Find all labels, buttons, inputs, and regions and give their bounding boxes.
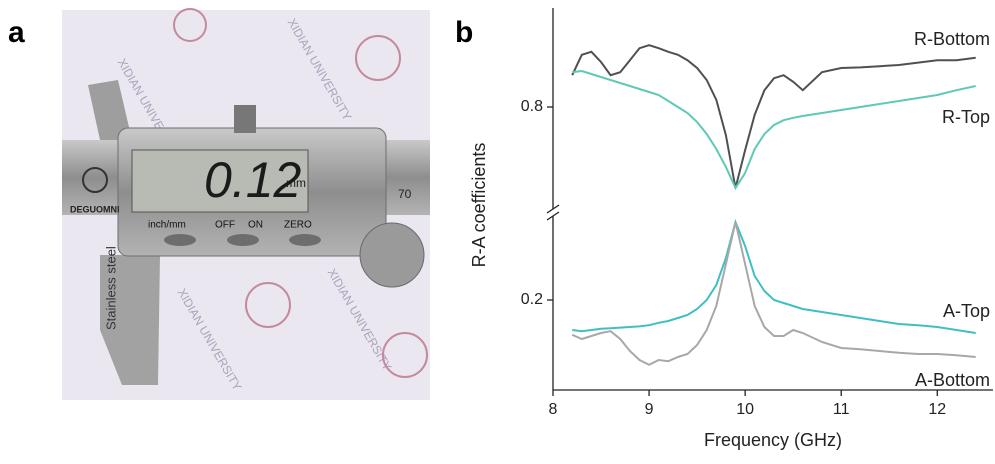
y-tick-label: 0.2 bbox=[521, 291, 543, 308]
knob bbox=[359, 222, 425, 288]
series-label: A-Bottom bbox=[915, 370, 990, 390]
button-label: inch/mm bbox=[148, 220, 186, 231]
series-label: A-Top bbox=[943, 301, 990, 321]
x-tick-label: 12 bbox=[928, 401, 946, 418]
series-label: R-Top bbox=[942, 107, 990, 127]
y-axis-label: R-A coefficients bbox=[469, 143, 489, 268]
lcd-reading: 0.12 bbox=[204, 152, 302, 208]
photo: XIDIAN UNIVERSITY XIDIAN UNIVERSITY XIDI… bbox=[62, 8, 430, 400]
scale-number: 70 bbox=[398, 187, 412, 201]
brand: DEGUOMNI bbox=[70, 204, 120, 214]
y-tick-label: 0.8 bbox=[521, 98, 543, 115]
button bbox=[289, 234, 321, 246]
lower-jaw bbox=[100, 255, 160, 385]
x-tick-label: 9 bbox=[645, 401, 654, 418]
seal bbox=[173, 8, 207, 42]
panel-label: b bbox=[455, 16, 473, 49]
seal bbox=[355, 35, 401, 81]
series-line bbox=[571, 221, 976, 366]
axis-break bbox=[546, 204, 560, 214]
button bbox=[164, 234, 196, 246]
seal bbox=[382, 332, 428, 378]
button-label: ON bbox=[248, 220, 263, 231]
x-tick-label: 11 bbox=[833, 401, 850, 418]
series-line bbox=[571, 44, 976, 189]
x-axis-label: Frequency (GHz) bbox=[704, 430, 842, 450]
series-line bbox=[572, 69, 976, 191]
brand-logo bbox=[82, 167, 108, 193]
series-label: R-Bottom bbox=[914, 29, 990, 49]
axis-break bbox=[546, 211, 560, 221]
button-label: OFF bbox=[215, 220, 235, 231]
button-label: ZERO bbox=[284, 220, 312, 231]
chart: 0.8 R-A coefficients R-Bottom R-Top 0.2 8 9 10 1… bbox=[469, 8, 993, 450]
blade-text: Stainless steel bbox=[103, 246, 118, 330]
x-tick-label: 10 bbox=[736, 401, 754, 418]
lcd bbox=[131, 149, 309, 213]
series-line bbox=[572, 218, 976, 334]
seal bbox=[245, 282, 291, 328]
panel-label: a bbox=[8, 16, 25, 49]
x-tick-label: 8 bbox=[549, 401, 558, 418]
button bbox=[227, 234, 259, 246]
upper-jaw bbox=[88, 80, 132, 140]
thumb-screw bbox=[234, 105, 256, 133]
lcd-unit: mm bbox=[286, 176, 306, 190]
